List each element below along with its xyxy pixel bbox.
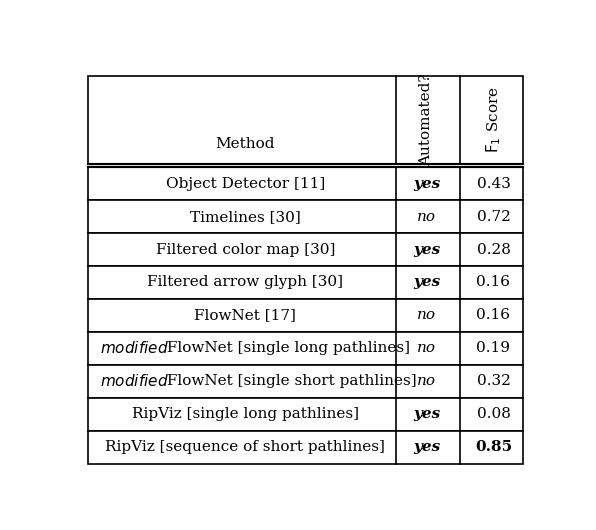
Text: 0.32: 0.32	[477, 374, 510, 388]
Text: RipViz [single long pathlines]: RipViz [single long pathlines]	[132, 407, 359, 421]
Text: yes: yes	[413, 407, 440, 421]
Text: 0.16: 0.16	[476, 308, 510, 322]
Text: 0.08: 0.08	[477, 407, 510, 421]
Bar	[88, 299, 523, 332]
Text: FlowNet [single long pathlines]: FlowNet [single long pathlines]	[162, 341, 410, 355]
Text: $\mathit{modified}$: $\mathit{modified}$	[100, 340, 169, 356]
Text: Timelines [30]: Timelines [30]	[190, 210, 301, 224]
Text: 0.85: 0.85	[475, 440, 512, 454]
Bar	[88, 200, 523, 233]
Text: yes: yes	[413, 176, 440, 191]
Text: 0.19: 0.19	[476, 341, 510, 355]
Bar	[88, 167, 523, 200]
Text: FlowNet [17]: FlowNet [17]	[194, 308, 296, 322]
Bar	[88, 398, 523, 430]
Text: $\mathit{modified}$: $\mathit{modified}$	[100, 373, 169, 389]
Text: Automated?: Automated?	[420, 74, 433, 166]
Bar	[88, 233, 523, 266]
Text: Filtered color map [30]: Filtered color map [30]	[156, 243, 335, 257]
Text: no: no	[417, 308, 436, 322]
Text: RipViz [sequence of short pathlines]: RipViz [sequence of short pathlines]	[105, 440, 386, 454]
Text: yes: yes	[413, 440, 440, 454]
Bar	[88, 266, 523, 299]
Text: no: no	[417, 341, 436, 355]
Text: Object Detector [11]: Object Detector [11]	[166, 176, 325, 191]
Text: FlowNet [single short pathlines]: FlowNet [single short pathlines]	[162, 374, 417, 388]
Bar	[88, 430, 523, 464]
Text: Method: Method	[216, 137, 275, 152]
Text: Filtered arrow glyph [30]: Filtered arrow glyph [30]	[147, 276, 343, 289]
Text: 0.72: 0.72	[477, 210, 510, 224]
Bar	[88, 365, 523, 398]
Text: no: no	[417, 210, 436, 224]
Bar	[88, 332, 523, 365]
Text: yes: yes	[413, 276, 440, 289]
Text: $\mathrm{F}_1$ Score: $\mathrm{F}_1$ Score	[484, 86, 503, 153]
Text: 0.28: 0.28	[477, 243, 510, 257]
Text: no: no	[417, 374, 436, 388]
Text: 0.16: 0.16	[476, 276, 510, 289]
Bar	[88, 76, 523, 164]
Text: yes: yes	[413, 243, 440, 257]
Text: 0.43: 0.43	[477, 176, 510, 191]
